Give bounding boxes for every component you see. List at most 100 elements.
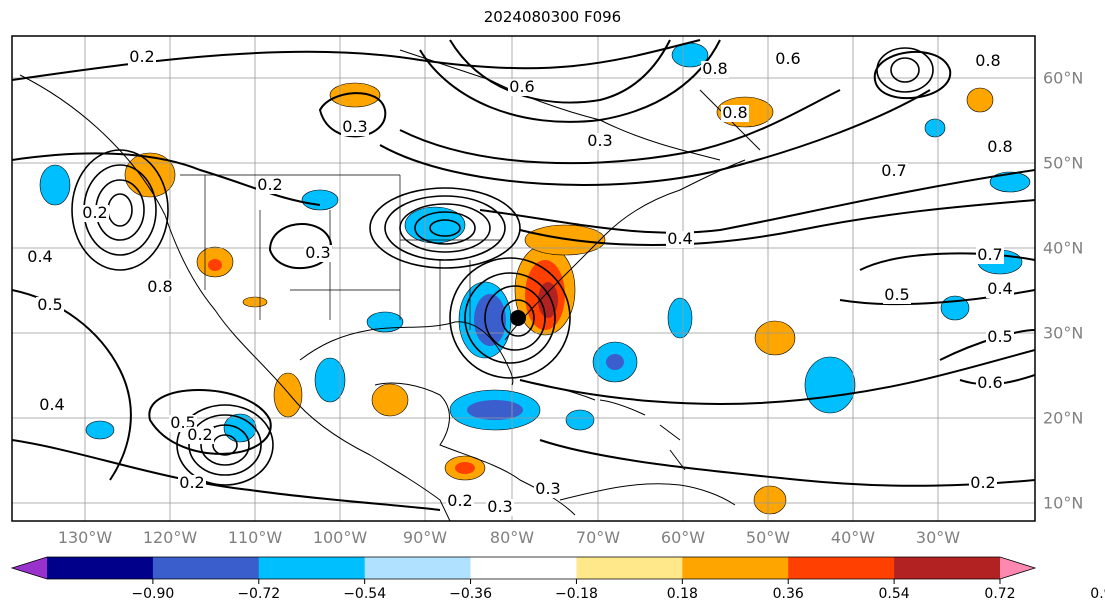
contour-label-bg bbox=[976, 375, 1004, 392]
longitude-label: 30°W bbox=[915, 528, 961, 547]
colorbar-segment bbox=[682, 557, 789, 579]
shade-patch bbox=[565, 409, 595, 431]
shade-patch bbox=[455, 462, 475, 474]
contour-ring bbox=[501, 299, 535, 337]
coastlines bbox=[19, 49, 761, 521]
contour-line bbox=[318, 92, 387, 138]
contour-label: 0.7 bbox=[881, 161, 906, 180]
contour-label: 0.8 bbox=[987, 137, 1012, 156]
contour-ring bbox=[176, 404, 274, 486]
shade-patch bbox=[667, 297, 693, 339]
contour-ring bbox=[200, 424, 250, 466]
contour-label-bg bbox=[128, 49, 156, 66]
contour-ring bbox=[399, 203, 491, 253]
contour-ring bbox=[384, 195, 506, 261]
shade-patch bbox=[124, 152, 176, 198]
contour-line bbox=[449, 39, 671, 104]
shade-patch bbox=[366, 311, 404, 333]
shade-patch bbox=[467, 400, 523, 420]
contour-label-bg bbox=[36, 297, 64, 314]
colorbar bbox=[10, 556, 1037, 584]
colorbar-tick-label: −0.90 bbox=[131, 586, 175, 602]
shade-patch bbox=[753, 485, 787, 515]
shade-patch bbox=[606, 354, 624, 370]
contour-label-bg bbox=[508, 79, 536, 96]
shade-patch bbox=[966, 87, 994, 113]
contour-label-bg bbox=[986, 139, 1014, 156]
contour-label: 0.8 bbox=[147, 277, 172, 296]
contour-label: 0.3 bbox=[535, 479, 560, 498]
contour-label: 0.3 bbox=[487, 497, 512, 516]
contour-label-bg bbox=[81, 205, 109, 222]
contour-label-bg bbox=[774, 51, 802, 68]
contour-label-bg bbox=[976, 247, 1004, 264]
shade-patch bbox=[85, 420, 115, 440]
colorbar-segment bbox=[364, 557, 472, 579]
shade-patch bbox=[301, 189, 339, 211]
contour-label: 0.7 bbox=[977, 245, 1002, 264]
map-title: 2024080300 F096 bbox=[483, 8, 622, 26]
longitude-label: 70°W bbox=[575, 528, 621, 547]
contour-label-bg bbox=[586, 133, 614, 150]
shade-patch bbox=[804, 356, 856, 414]
latitude-label: 60°N bbox=[1043, 68, 1084, 88]
contour-ring bbox=[414, 211, 476, 245]
shade-patch bbox=[314, 357, 346, 403]
contour-label-bg bbox=[721, 105, 749, 122]
contour-label-bg bbox=[186, 427, 214, 444]
contour-label: 0.2 bbox=[447, 491, 472, 510]
shade-patch bbox=[524, 224, 606, 256]
shade-patch bbox=[39, 164, 71, 206]
contour-label: 0.8 bbox=[702, 59, 727, 78]
colorbar-tick-label: −0.54 bbox=[343, 586, 387, 602]
contour-line bbox=[268, 223, 333, 270]
contour-line bbox=[859, 252, 1035, 271]
contour-label-bg bbox=[880, 163, 908, 180]
contour-label-bg bbox=[974, 53, 1002, 70]
shade-patch bbox=[538, 282, 558, 318]
contour-label-bg bbox=[486, 499, 514, 516]
longitude-label: 120°W bbox=[142, 528, 198, 547]
colorbar-tick-label: −0.18 bbox=[554, 586, 598, 602]
contour-label-bg bbox=[666, 231, 694, 248]
contour-label: 0.2 bbox=[970, 473, 995, 492]
contour-label: 0.4 bbox=[987, 279, 1012, 298]
contour-label: 0.8 bbox=[975, 51, 1000, 70]
contour-ring bbox=[876, 47, 934, 93]
contour-label: 0.6 bbox=[775, 49, 800, 68]
latitude-label: 20°N bbox=[1043, 408, 1084, 428]
contour-label: 0.4 bbox=[667, 229, 692, 248]
contour-label: 0.2 bbox=[129, 47, 154, 66]
contour-label-bg bbox=[986, 329, 1014, 346]
contour-ring bbox=[449, 257, 571, 379]
contour-ring bbox=[464, 272, 556, 364]
contour-label: 0.3 bbox=[587, 131, 612, 150]
shade-patch bbox=[989, 171, 1031, 193]
contour-line bbox=[379, 89, 931, 186]
contour-line bbox=[519, 199, 1035, 246]
latitude-label: 40°N bbox=[1043, 238, 1084, 258]
colorbar-segment bbox=[576, 557, 683, 579]
colorbar-tick-label: 0.18 bbox=[666, 586, 698, 602]
colorbar-segment bbox=[894, 557, 1001, 579]
contour-line bbox=[419, 39, 721, 123]
contour-line bbox=[873, 50, 952, 100]
colorbar-extend-high bbox=[1000, 557, 1035, 579]
contour-line bbox=[399, 89, 841, 165]
longitude-label: 50°W bbox=[745, 528, 791, 547]
contour-label-bg bbox=[883, 287, 911, 304]
contour-ring bbox=[429, 219, 461, 237]
caribbean-islands bbox=[519, 379, 686, 471]
cyclone-center bbox=[510, 310, 526, 326]
colorbar-extend-low bbox=[12, 557, 47, 579]
contour-label: 0.2 bbox=[82, 203, 107, 222]
pacific-coast bbox=[19, 74, 451, 521]
shade-patch bbox=[273, 372, 303, 418]
colorbar-tick-label: 0.36 bbox=[772, 586, 804, 602]
contour-labels: 0.2 0.6 0.8 0.6 0.8 0.3 0.3 0.8 0.7 0.4 0.2 0.8 0.3 0… bbox=[26, 47, 1014, 516]
colorbar-tick-label: −0.72 bbox=[237, 586, 281, 602]
colorbar-segment bbox=[470, 557, 577, 579]
contour-label-bg bbox=[304, 245, 332, 262]
contour-ring bbox=[484, 285, 546, 351]
contour-label: 0.2 bbox=[187, 425, 212, 444]
